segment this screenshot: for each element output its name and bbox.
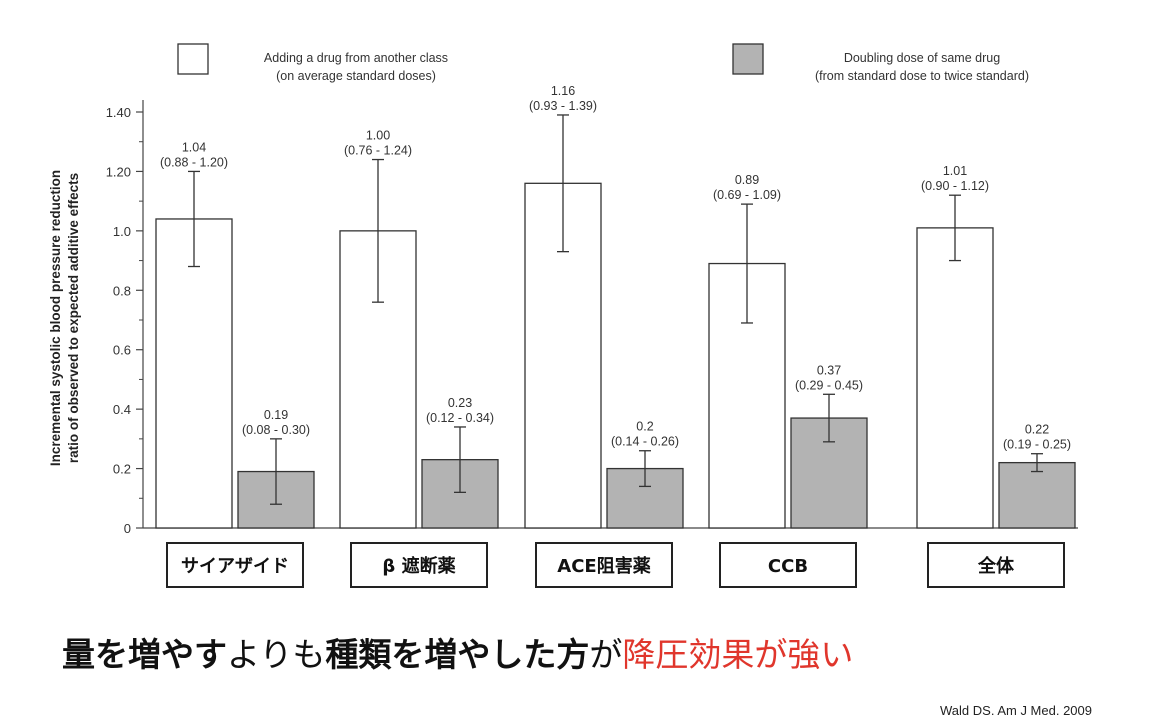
ci-label-2-2: (0.12 - 0.34): [426, 411, 494, 425]
y-tick-label-5: 1.0: [113, 224, 131, 239]
value-label-2-1: 0.19: [264, 408, 288, 422]
category-label-3: ACE阻害薬: [557, 555, 650, 577]
ci-label-2-1: (0.08 - 0.30): [242, 423, 310, 437]
category-label-4: CCB: [768, 556, 808, 577]
y-tick-label-1: 0.2: [113, 462, 131, 477]
y-tick-label-7: 1.40: [106, 105, 131, 120]
legend-label-1-line1: Adding a drug from another class: [264, 51, 448, 65]
y-tick-label-6: 1.20: [106, 164, 131, 179]
category-box-5: [927, 542, 1065, 588]
citation: Wald DS. Am J Med. 2009: [940, 703, 1092, 718]
caption-part-5: 降圧効果が強い: [622, 635, 854, 674]
caption-part-3: 種類を増やした方: [325, 635, 590, 674]
legend-swatch-1: [177, 43, 209, 75]
y-tick-label-2: 0.4: [113, 402, 131, 417]
value-label-1-3: 1.16: [551, 84, 575, 98]
y-tick-label-3: 0.6: [113, 343, 131, 358]
value-label-1-2: 1.00: [366, 129, 390, 143]
ci-label-2-3: (0.14 - 0.26): [611, 435, 679, 449]
ci-label-2-4: (0.29 - 0.45): [795, 378, 863, 392]
value-label-2-5: 0.22: [1025, 423, 1049, 437]
ci-label-1-5: (0.90 - 1.12): [921, 179, 989, 193]
ci-label-1-1: (0.88 - 1.20): [160, 155, 228, 169]
category-label-1: サイアザイド: [181, 556, 289, 577]
category-box-1: [166, 542, 304, 588]
ci-label-1-2: (0.76 - 1.24): [344, 144, 412, 158]
value-label-2-2: 0.23: [448, 396, 472, 410]
category-label-5: 全体: [977, 555, 1015, 577]
value-label-1-1: 1.04: [182, 140, 206, 154]
y-axis-label-line2: ratio of observed to expected additive e…: [66, 173, 81, 463]
value-label-1-5: 1.01: [943, 164, 967, 178]
caption: 量を増やすよりも種類を増やした方が降圧効果が強い: [62, 628, 853, 676]
bar-1-1: [155, 218, 233, 529]
legend-label-2-line2: (from standard dose to twice standard): [815, 69, 1029, 83]
legend-label-2-line1: Doubling dose of same drug: [844, 51, 1000, 65]
y-axis-label-line1: Incremental systolic blood pressure redu…: [48, 170, 63, 466]
caption-part-2: よりも: [227, 635, 326, 674]
ci-label-2-5: (0.19 - 0.25): [1003, 438, 1071, 452]
value-label-2-3: 0.2: [636, 420, 653, 434]
ci-label-1-3: (0.93 - 1.39): [529, 99, 597, 113]
category-box-3: [535, 542, 673, 588]
caption-part-1: 量を増やす: [62, 635, 227, 674]
value-label-1-4: 0.89: [735, 173, 759, 187]
bar-2-5: [998, 461, 1076, 529]
caption-part-4: が: [589, 635, 623, 674]
ci-label-1-4: (0.69 - 1.09): [713, 188, 781, 202]
category-label-2: β 遮断薬: [382, 555, 455, 577]
legend-swatch-2: [732, 43, 764, 75]
category-box-4: [719, 542, 857, 588]
bar-1-5: [916, 227, 994, 529]
category-box-2: [350, 542, 488, 588]
y-tick-label-4: 0.8: [113, 283, 131, 298]
value-label-2-4: 0.37: [817, 363, 841, 377]
bar-chart: Adding a drug from another class (on aver…: [48, 43, 1078, 588]
y-tick-label-0: 0: [124, 521, 131, 536]
legend-label-1-line2: (on average standard doses): [276, 69, 436, 83]
